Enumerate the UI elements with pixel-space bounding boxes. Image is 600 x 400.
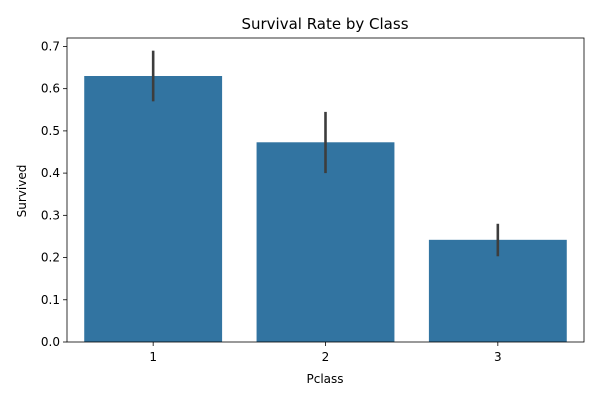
y-tick-label: 0.2 [41, 251, 60, 265]
x-axis-label: Pclass [306, 372, 343, 386]
bar-1 [84, 76, 223, 342]
x-tick-label: 3 [494, 350, 502, 364]
x-tick-label: 1 [149, 350, 157, 364]
y-tick-label: 0.0 [41, 335, 60, 349]
y-tick-label: 0.1 [41, 293, 60, 307]
bar-2 [256, 142, 395, 342]
y-tick-label: 0.5 [41, 124, 60, 138]
y-tick-label: 0.6 [41, 82, 60, 96]
bar-3 [428, 239, 567, 342]
chart-title: Survival Rate by Class [241, 15, 408, 33]
y-tick-label: 0.3 [41, 208, 60, 222]
y-axis-label: Survived [15, 165, 29, 218]
x-tick-label: 2 [322, 350, 330, 364]
y-tick-label: 0.4 [41, 166, 60, 180]
y-tick-label: 0.7 [41, 39, 60, 53]
plot-area: 0.0 0.1 0.2 0.3 0.4 0.5 0.6 0.7 1 2 3 [41, 37, 585, 364]
